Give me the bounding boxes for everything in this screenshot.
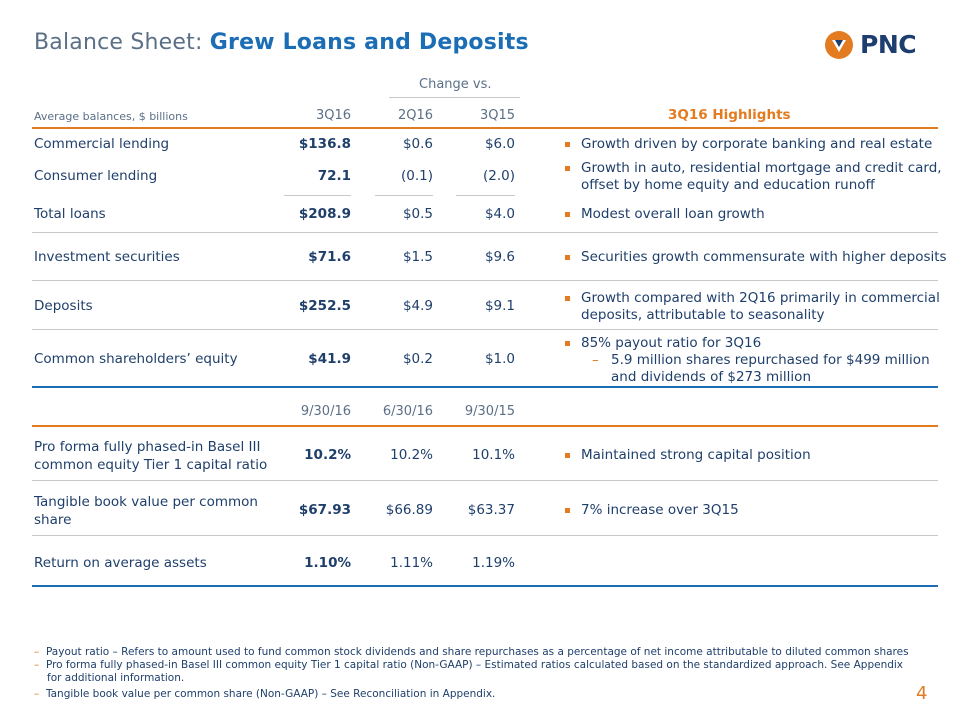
row-investment-2q16: $1.5 (402, 249, 433, 265)
bullet-square-icon (565, 508, 570, 513)
footnote-dash-icon: – (34, 688, 40, 700)
header-rule (32, 127, 938, 129)
bullet-square-icon (565, 341, 570, 346)
row-cet1-v2: 10.2% (390, 447, 433, 463)
subtotal-rule-3q15 (456, 195, 515, 196)
row-label-tbv-2: share (34, 512, 72, 528)
row-equity-3q16: $41.9 (308, 351, 351, 367)
row-divider (32, 480, 938, 481)
row-commercial-3q16: $136.8 (298, 136, 351, 152)
highlight-tbv: 7% increase over 3Q15 (581, 502, 739, 518)
highlight-cet1: Maintained strong capital position (581, 447, 811, 463)
footnote-dash-icon: – (34, 646, 40, 658)
footnote-dash-icon: – (34, 659, 40, 671)
footnote-2-cont: for additional information. (47, 672, 185, 684)
pnc-logo: PNC (822, 28, 932, 62)
highlight-consumer-1: Growth in auto, residential mortgage and… (581, 160, 942, 176)
highlight-commercial: Growth driven by corporate banking and r… (581, 136, 933, 152)
row-roaa-v3: 1.19% (472, 555, 515, 571)
row-label-consumer: Consumer lending (34, 168, 158, 184)
row-total-3q16: $208.9 (298, 206, 351, 222)
bullet-square-icon (565, 166, 570, 171)
row-label-commercial: Commercial lending (34, 136, 170, 152)
row-investment-3q15: $9.6 (484, 249, 515, 265)
row-label-equity: Common shareholders’ equity (34, 351, 238, 367)
row-total-3q15: $4.0 (484, 206, 515, 222)
footnote-3-text: Tangible book value per common share (No… (45, 688, 496, 700)
row-tbv-v2: $66.89 (385, 502, 433, 518)
row-deposits-3q15: $9.1 (484, 298, 515, 314)
change-vs-label: Change vs. (419, 77, 492, 92)
row-label-tbv-1: Tangible book value per common (34, 494, 258, 510)
highlight-equity-2: 5.9 million shares repurchased for $499 … (611, 352, 930, 368)
row-tbv-v3: $63.37 (467, 502, 515, 518)
row-label-total-loans: Total loans (34, 206, 106, 222)
footnote-1-text: Payout ratio – Refers to amount used to … (45, 646, 909, 658)
row-divider (32, 232, 938, 233)
row-cet1-v3: 10.1% (472, 447, 515, 463)
row-divider (32, 329, 938, 330)
highlight-investment: Securities growth commensurate with high… (581, 249, 947, 265)
row-consumer-3q16: 72.1 (317, 168, 351, 184)
highlight-deposits-1: Growth compared with 2Q16 primarily in c… (581, 290, 940, 306)
change-underline (389, 97, 520, 98)
row-roaa-v2: 1.11% (390, 555, 433, 571)
page-number: 4 (916, 683, 928, 704)
col-3q16: 3Q16 (315, 108, 351, 123)
bullet-square-icon (565, 296, 570, 301)
subtotal-rule-3q16 (284, 195, 351, 196)
footnote-2: – Pro forma fully phased-in Basel III co… (34, 659, 903, 672)
row-label-cet1-2: common equity Tier 1 capital ratio (34, 457, 268, 473)
row-tbv-v1: $67.93 (298, 502, 351, 518)
row-deposits-2q16: $4.9 (402, 298, 433, 314)
col-6-30-16: 6/30/16 (382, 404, 433, 419)
row-roaa-v1: 1.10% (304, 555, 351, 571)
row-divider (32, 280, 938, 281)
row-commercial-3q15: $6.0 (484, 136, 515, 152)
logo-text: PNC (860, 30, 917, 59)
row-label-investment: Investment securities (34, 249, 180, 265)
bullet-square-icon (565, 212, 570, 217)
row-cet1-v1: 10.2% (304, 447, 351, 463)
highlights-title: 3Q16 Highlights (668, 107, 791, 123)
highlight-total-loans: Modest overall loan growth (581, 206, 765, 222)
highlight-equity-3: and dividends of $273 million (611, 369, 811, 385)
title-bold: Grew Loans and Deposits (209, 30, 529, 55)
highlight-equity-1: 85% payout ratio for 3Q16 (581, 335, 762, 351)
bullet-square-icon (565, 255, 570, 260)
col-9-30-16: 9/30/16 (300, 404, 351, 419)
row-divider (32, 535, 938, 536)
row-consumer-2q16: (0.1) (400, 168, 433, 184)
col-9-30-15: 9/30/15 (464, 404, 515, 419)
row-header: Average balances, $ billions (34, 110, 188, 123)
footnote-2-text: Pro forma fully phased-in Basel III comm… (45, 659, 904, 671)
footnote-3: – Tangible book value per common share (… (34, 688, 495, 701)
pnc-logo-icon (825, 31, 853, 59)
header-rule-2 (32, 425, 938, 427)
row-label-deposits: Deposits (34, 298, 93, 314)
page-title: Balance Sheet: Grew Loans and Deposits (34, 30, 529, 55)
bullet-square-icon (565, 453, 570, 458)
row-label-roaa: Return on average assets (34, 555, 207, 571)
row-total-2q16: $0.5 (402, 206, 433, 222)
row-label-cet1-1: Pro forma fully phased-in Basel III (34, 439, 261, 455)
row-commercial-2q16: $0.6 (402, 136, 433, 152)
row-deposits-3q16: $252.5 (298, 298, 351, 314)
highlight-consumer-2: offset by home equity and education runo… (581, 177, 875, 193)
bullet-square-icon (565, 142, 570, 147)
row-investment-3q16: $71.6 (308, 249, 351, 265)
subtotal-rule-2q16 (375, 195, 433, 196)
row-consumer-3q15: (2.0) (482, 168, 515, 184)
col-2q16: 2Q16 (397, 108, 433, 123)
footnote-1: – Payout ratio – Refers to amount used t… (34, 646, 909, 659)
col-3q15: 3Q15 (479, 108, 515, 123)
row-equity-2q16: $0.2 (402, 351, 433, 367)
row-equity-3q15: $1.0 (484, 351, 515, 367)
dash-bullet-icon: – (592, 352, 599, 368)
title-prefix: Balance Sheet: (34, 30, 203, 55)
bottom-rule (32, 585, 938, 587)
highlight-deposits-2: deposits, attributable to seasonality (581, 307, 825, 323)
section-rule (32, 386, 938, 388)
